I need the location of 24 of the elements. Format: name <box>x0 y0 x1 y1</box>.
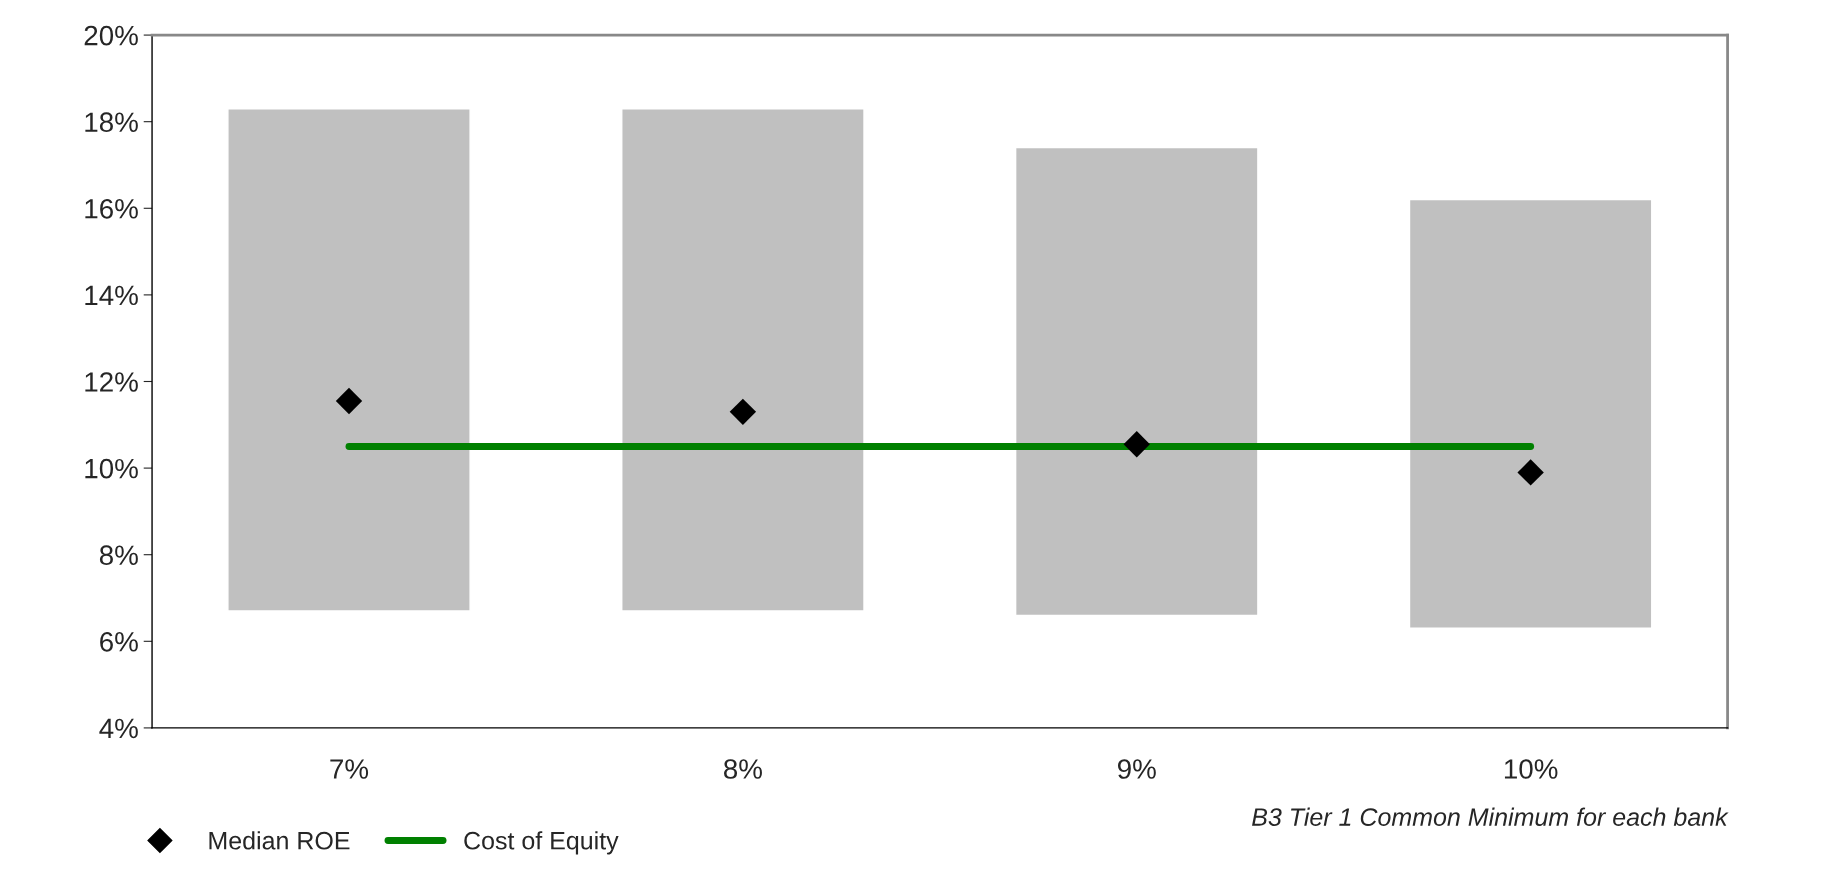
x-tick-label: 7% <box>330 759 369 779</box>
legend-label: Median ROE <box>209 831 350 850</box>
point <box>1123 431 1150 458</box>
y-tick-label: 20% <box>84 25 138 46</box>
y-tick-label: 8% <box>99 545 138 566</box>
y-tick-label: 18% <box>85 112 138 133</box>
bar <box>621 107 865 612</box>
bar <box>1408 198 1653 630</box>
legend-label: Cost of Equity <box>464 831 619 855</box>
x-tick-label: 10% <box>1504 759 1558 779</box>
x-axis-title: B3 Tier 1 Common Minimum for each bank <box>1252 807 1729 826</box>
point <box>1517 459 1544 486</box>
bar <box>227 107 471 612</box>
y-tick-label: 4% <box>99 718 138 739</box>
y-tick-label: 14% <box>85 285 138 306</box>
point <box>335 387 363 415</box>
x-tick-label: 9% <box>1117 759 1156 779</box>
y-tick-label: 6% <box>100 631 138 652</box>
bar <box>1014 146 1259 617</box>
x-tick-label: 8% <box>724 759 762 779</box>
y-tick-label: 10% <box>85 458 138 479</box>
point <box>729 398 757 425</box>
y-tick-label: 12% <box>85 372 138 392</box>
y-tick-label: 16% <box>85 198 138 219</box>
